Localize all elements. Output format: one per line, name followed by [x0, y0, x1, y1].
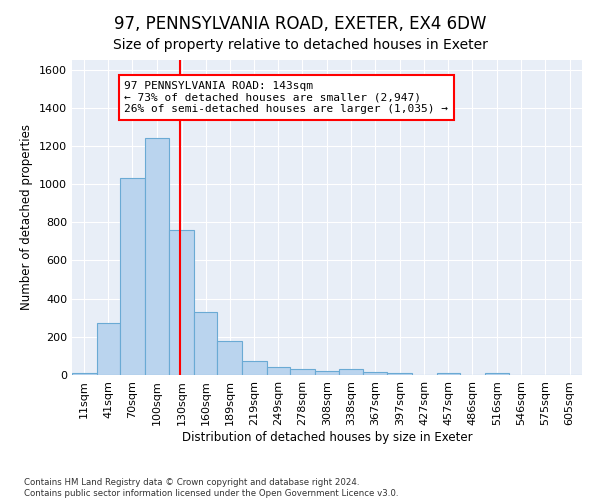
Bar: [169, 230, 194, 375]
Bar: [242, 360, 266, 375]
Bar: [145, 138, 169, 375]
Bar: [194, 312, 217, 375]
Text: 97, PENNSYLVANIA ROAD, EXETER, EX4 6DW: 97, PENNSYLVANIA ROAD, EXETER, EX4 6DW: [114, 15, 486, 33]
Bar: [266, 368, 290, 375]
Bar: [363, 372, 388, 375]
Bar: [290, 370, 315, 375]
Bar: [388, 373, 412, 375]
Bar: [315, 371, 339, 375]
Bar: [437, 373, 460, 375]
Text: 97 PENNSYLVANIA ROAD: 143sqm
← 73% of detached houses are smaller (2,947)
26% of: 97 PENNSYLVANIA ROAD: 143sqm ← 73% of de…: [124, 81, 448, 114]
Bar: [339, 370, 363, 375]
Text: Contains HM Land Registry data © Crown copyright and database right 2024.
Contai: Contains HM Land Registry data © Crown c…: [24, 478, 398, 498]
Bar: [120, 178, 145, 375]
Bar: [217, 340, 242, 375]
Bar: [97, 322, 120, 375]
Y-axis label: Number of detached properties: Number of detached properties: [20, 124, 34, 310]
Bar: [72, 373, 97, 375]
Text: Size of property relative to detached houses in Exeter: Size of property relative to detached ho…: [113, 38, 487, 52]
Bar: [485, 373, 509, 375]
X-axis label: Distribution of detached houses by size in Exeter: Distribution of detached houses by size …: [182, 430, 472, 444]
